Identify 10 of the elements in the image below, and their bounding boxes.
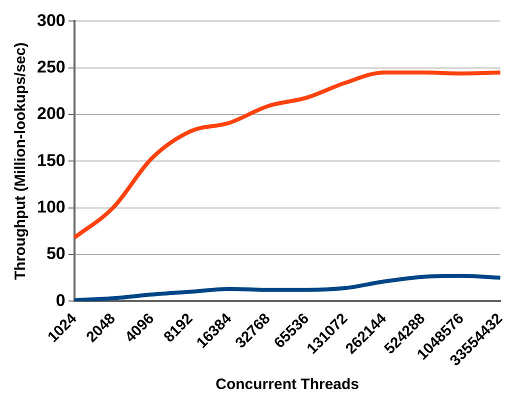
y-tick-label: 300 — [36, 10, 66, 30]
y-tick-label: 0 — [56, 290, 66, 310]
line-series — [72, 70, 502, 240]
x-axis-title: Concurrent Threads — [216, 376, 359, 394]
y-tick-label: 200 — [36, 104, 66, 124]
y-tick-label: 150 — [36, 150, 66, 170]
y-tick-label: 250 — [36, 58, 66, 77]
y-axis-title: Throughput (Million-lookups/sec) — [12, 42, 30, 280]
y-tick-label: 50 — [46, 244, 66, 264]
y-tick-label: 100 — [36, 197, 66, 216]
